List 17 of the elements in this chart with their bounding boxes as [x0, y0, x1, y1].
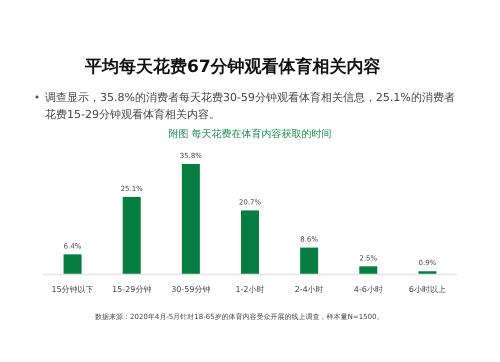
- x-tick-label: 4-6小时: [354, 285, 383, 294]
- bar: [359, 266, 378, 274]
- x-tick-label: 15分钟以下: [51, 285, 94, 294]
- bar: [122, 196, 141, 274]
- chart-subtitle: 调查显示，35.8%的消费者每天花费30-59分钟观看体育相关信息，25.1%的消费者花费15-29分钟观看体育相关内容。: [45, 91, 455, 121]
- bar: [418, 271, 436, 274]
- bar: [64, 254, 82, 274]
- bar: [182, 164, 200, 274]
- bar: [300, 248, 318, 274]
- x-tick-label: 2-4小时: [294, 285, 324, 294]
- bar: [241, 210, 259, 274]
- x-tick-label: 1-2小时: [235, 285, 265, 294]
- x-tick-label: 15-29分钟: [112, 285, 152, 294]
- chart-title: 平均每天花费67分钟观看体育相关内容: [84, 56, 381, 77]
- x-tick-label: 6小时以上: [408, 285, 446, 294]
- x-tick-label: 30-59分钟: [171, 285, 210, 294]
- text: 附图 每天花费在体育内容获取的时间: [168, 128, 332, 140]
